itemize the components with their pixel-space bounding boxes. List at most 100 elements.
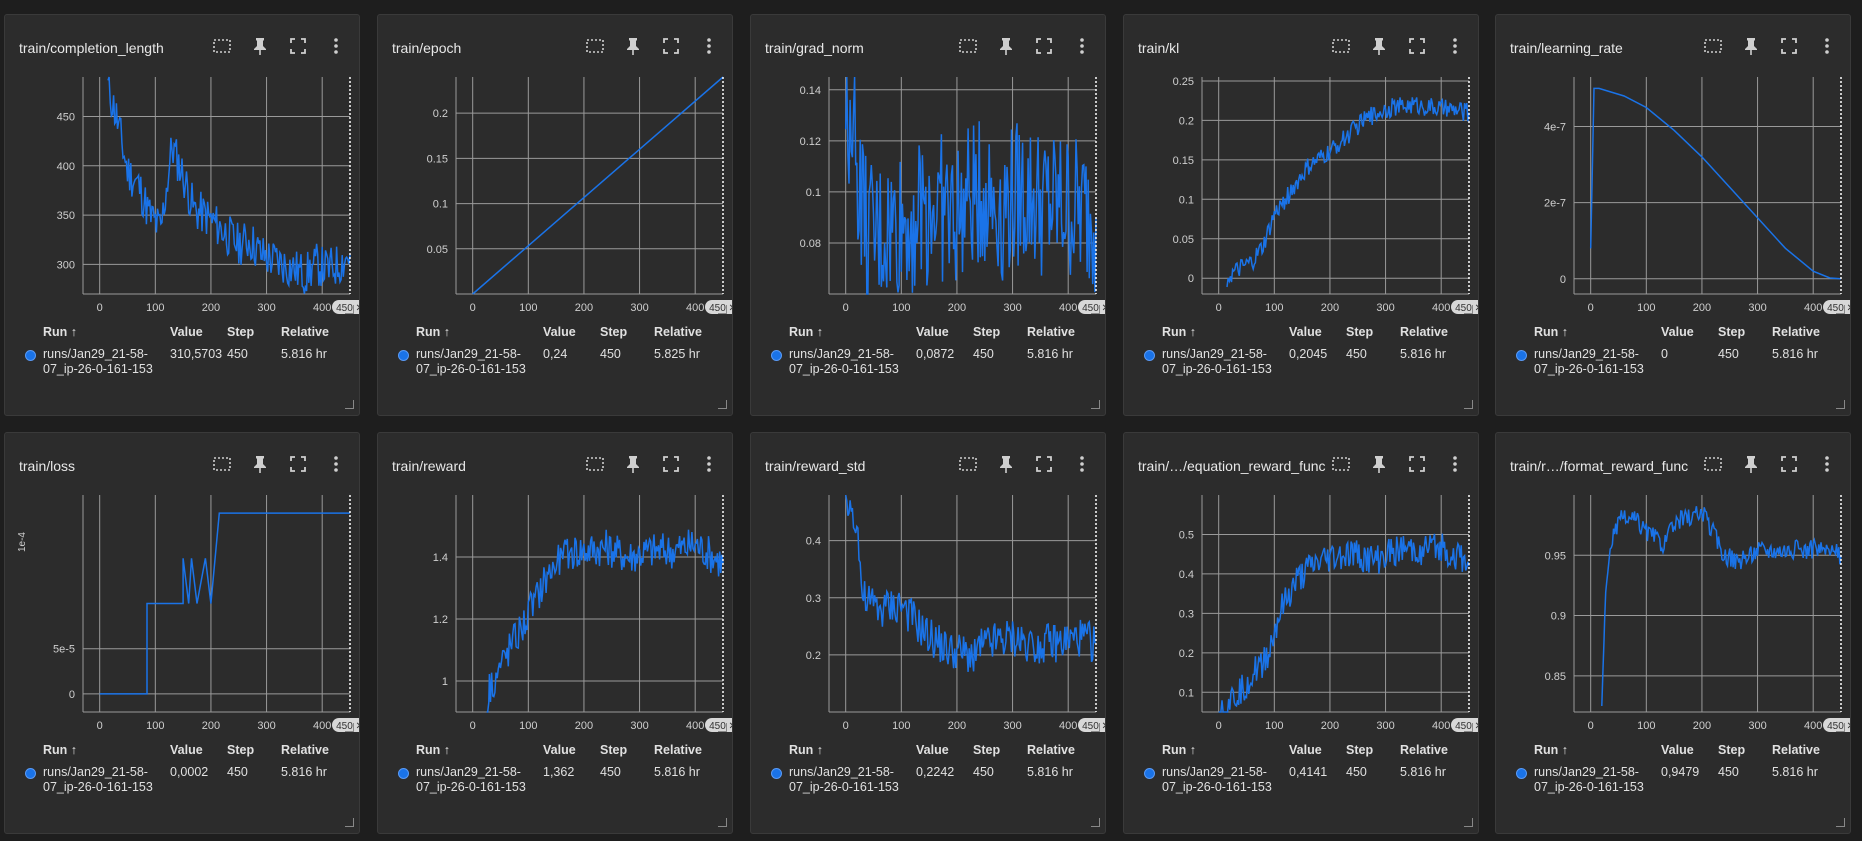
- fullscreen-icon[interactable]: [283, 31, 313, 61]
- pin-icon[interactable]: [618, 31, 648, 61]
- run-color-dot[interactable]: [398, 768, 409, 779]
- more-vert-icon[interactable]: [321, 31, 351, 61]
- more-vert-icon[interactable]: [1440, 449, 1470, 479]
- sort-run-header[interactable]: Run ↑: [1534, 325, 1569, 339]
- line-chart[interactable]: 0 100 200 300 400 0 0.05 0.1 0.15 0.2 0.25 450 ✕: [1124, 69, 1479, 317]
- line-chart[interactable]: 0 100 200 300 400 0 5e-5 1e-4 450 ✕: [5, 487, 360, 735]
- step-badge[interactable]: 450 ✕: [705, 300, 733, 314]
- pin-icon[interactable]: [1364, 449, 1394, 479]
- fit-icon[interactable]: [953, 31, 983, 61]
- sort-run-header[interactable]: Run ↑: [1162, 743, 1197, 757]
- chart-resize-handle[interactable]: [1464, 305, 1473, 314]
- card-resize-handle[interactable]: [718, 818, 727, 827]
- run-color-dot[interactable]: [1516, 768, 1527, 779]
- step-badge[interactable]: 450 ✕: [332, 300, 360, 314]
- run-color-dot[interactable]: [771, 350, 782, 361]
- card-resize-handle[interactable]: [718, 400, 727, 409]
- card-resize-handle[interactable]: [345, 818, 354, 827]
- sort-run-header[interactable]: Run ↑: [416, 325, 451, 339]
- card-resize-handle[interactable]: [345, 400, 354, 409]
- fit-icon[interactable]: [1698, 31, 1728, 61]
- chart-resize-handle[interactable]: [345, 305, 354, 314]
- fit-icon[interactable]: [207, 31, 237, 61]
- fullscreen-icon[interactable]: [1029, 31, 1059, 61]
- fullscreen-icon[interactable]: [1029, 449, 1059, 479]
- fit-icon[interactable]: [953, 449, 983, 479]
- chart-resize-handle[interactable]: [345, 723, 354, 732]
- pin-icon[interactable]: [245, 31, 275, 61]
- pin-icon[interactable]: [1364, 31, 1394, 61]
- step-badge[interactable]: 450 ✕: [1823, 718, 1851, 732]
- chart-resize-handle[interactable]: [1836, 723, 1845, 732]
- chart-resize-handle[interactable]: [1836, 305, 1845, 314]
- more-vert-icon[interactable]: [1067, 31, 1097, 61]
- chart-resize-handle[interactable]: [1091, 305, 1100, 314]
- step-badge[interactable]: 450 ✕: [1451, 718, 1479, 732]
- step-badge[interactable]: 450 ✕: [1078, 300, 1106, 314]
- fullscreen-icon[interactable]: [656, 31, 686, 61]
- line-chart[interactable]: 0 100 200 300 400 0.1 0.2 0.3 0.4 0.5 450 ✕: [1124, 487, 1479, 735]
- chart-resize-handle[interactable]: [718, 723, 727, 732]
- fit-icon[interactable]: [207, 449, 237, 479]
- fit-icon[interactable]: [1326, 449, 1356, 479]
- run-color-dot[interactable]: [1144, 350, 1155, 361]
- line-chart[interactable]: 0 100 200 300 400 1 1.2 1.4 450 ✕: [378, 487, 733, 735]
- more-vert-icon[interactable]: [321, 449, 351, 479]
- sort-run-header[interactable]: Run ↑: [43, 743, 78, 757]
- pin-icon[interactable]: [991, 449, 1021, 479]
- more-vert-icon[interactable]: [1067, 449, 1097, 479]
- line-chart[interactable]: 0 100 200 300 400 0.2 0.3 0.4 450 ✕: [751, 487, 1106, 735]
- pin-icon[interactable]: [245, 449, 275, 479]
- sort-run-header[interactable]: Run ↑: [416, 743, 451, 757]
- step-badge[interactable]: 450 ✕: [1078, 718, 1106, 732]
- line-chart[interactable]: 0 100 200 300 400 300 350 400 450 450 ✕: [5, 69, 360, 317]
- fullscreen-icon[interactable]: [1402, 449, 1432, 479]
- fullscreen-icon[interactable]: [656, 449, 686, 479]
- card-resize-handle[interactable]: [1091, 400, 1100, 409]
- step-badge[interactable]: 450 ✕: [1451, 300, 1479, 314]
- pin-icon[interactable]: [1736, 449, 1766, 479]
- sort-run-header[interactable]: Run ↑: [43, 325, 78, 339]
- fullscreen-icon[interactable]: [1402, 31, 1432, 61]
- run-color-dot[interactable]: [25, 350, 36, 361]
- sort-run-header[interactable]: Run ↑: [789, 743, 824, 757]
- pin-icon[interactable]: [1736, 31, 1766, 61]
- fit-icon[interactable]: [580, 449, 610, 479]
- line-chart[interactable]: 0 100 200 300 400 0.05 0.1 0.15 0.2 450 ✕: [378, 69, 733, 317]
- step-badge[interactable]: 450 ✕: [705, 718, 733, 732]
- run-color-dot[interactable]: [398, 350, 409, 361]
- step-badge[interactable]: 450 ✕: [332, 718, 360, 732]
- fit-icon[interactable]: [580, 31, 610, 61]
- pin-icon[interactable]: [991, 31, 1021, 61]
- card-resize-handle[interactable]: [1836, 400, 1845, 409]
- more-vert-icon[interactable]: [1812, 31, 1842, 61]
- sort-run-header[interactable]: Run ↑: [1534, 743, 1569, 757]
- sort-run-header[interactable]: Run ↑: [789, 325, 824, 339]
- card-resize-handle[interactable]: [1836, 818, 1845, 827]
- line-chart[interactable]: 0 100 200 300 400 0.08 0.1 0.12 0.14 450 ✕: [751, 69, 1106, 317]
- chart-resize-handle[interactable]: [718, 305, 727, 314]
- line-chart[interactable]: 0 100 200 300 400 0 2e-7 4e-7 450 ✕: [1496, 69, 1851, 317]
- run-color-dot[interactable]: [1516, 350, 1527, 361]
- card-resize-handle[interactable]: [1464, 400, 1473, 409]
- fullscreen-icon[interactable]: [283, 449, 313, 479]
- fit-icon[interactable]: [1326, 31, 1356, 61]
- fullscreen-icon[interactable]: [1774, 31, 1804, 61]
- card-resize-handle[interactable]: [1464, 818, 1473, 827]
- step-badge[interactable]: 450 ✕: [1823, 300, 1851, 314]
- pin-icon[interactable]: [618, 449, 648, 479]
- more-vert-icon[interactable]: [1812, 449, 1842, 479]
- fit-icon[interactable]: [1698, 449, 1728, 479]
- more-vert-icon[interactable]: [1440, 31, 1470, 61]
- run-color-dot[interactable]: [1144, 768, 1155, 779]
- line-chart[interactable]: 0 100 200 300 400 0.85 0.9 0.95 450 ✕: [1496, 487, 1851, 735]
- run-color-dot[interactable]: [771, 768, 782, 779]
- chart-resize-handle[interactable]: [1091, 723, 1100, 732]
- card-resize-handle[interactable]: [1091, 818, 1100, 827]
- more-vert-icon[interactable]: [694, 31, 724, 61]
- more-vert-icon[interactable]: [694, 449, 724, 479]
- run-color-dot[interactable]: [25, 768, 36, 779]
- fullscreen-icon[interactable]: [1774, 449, 1804, 479]
- sort-run-header[interactable]: Run ↑: [1162, 325, 1197, 339]
- chart-resize-handle[interactable]: [1464, 723, 1473, 732]
